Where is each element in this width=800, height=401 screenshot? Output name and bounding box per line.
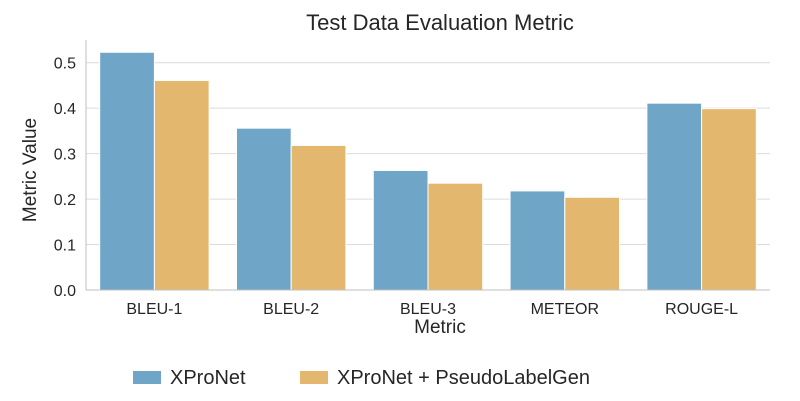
bar-rouge-l-xpronet [646, 102, 703, 291]
legend: XProNet XProNet + PseudoLabelGen [133, 367, 590, 389]
chart-title: Test Data Evaluation Metric [306, 10, 574, 35]
y-tick-label: 0.5 [54, 56, 76, 73]
bars [99, 51, 757, 291]
axes [85, 40, 770, 291]
bar-bleu-3-xpronet [372, 169, 429, 291]
x-axis-label: Metric [414, 317, 466, 338]
y-tick-label: 0.3 [54, 147, 76, 164]
y-tick-label: 0.2 [54, 192, 76, 209]
legend-label: XProNet [170, 367, 246, 389]
x-tick-label: BLEU-3 [400, 301, 456, 318]
y-axis-label: Metric Value [20, 118, 41, 222]
bar-bleu-1-xpronet [99, 51, 155, 291]
legend-swatch [300, 371, 328, 384]
y-tick-label: 0.0 [54, 283, 76, 300]
legend-label: XProNet + PseudoLabelGen [337, 367, 590, 389]
y-tick-label: 0.1 [54, 238, 76, 255]
bar-bleu-2-xpronet-pseudolabelgen [290, 144, 347, 291]
bar-bleu-2-xpronet [235, 127, 292, 291]
x-tick-label: METEOR [531, 301, 599, 318]
bar-bleu-1-xpronet-pseudolabelgen [153, 79, 210, 291]
y-tick-labels: 0.0 0.1 0.2 0.3 0.4 0.5 [54, 56, 76, 300]
x-tick-label: ROUGE-L [665, 301, 738, 318]
bar-rouge-l-xpronet-pseudolabelgen [701, 108, 757, 291]
bar-bleu-3-xpronet-pseudolabelgen [427, 182, 484, 291]
y-tick-label: 0.4 [54, 101, 76, 118]
x-tick-labels: BLEU-1 BLEU-2 BLEU-3 METEOR ROUGE-L [126, 301, 738, 318]
x-tick-label: BLEU-1 [126, 301, 182, 318]
bar-meteor-xpronet [509, 190, 566, 291]
bar-meteor-xpronet-pseudolabelgen [564, 196, 621, 291]
legend-swatch [133, 371, 161, 384]
x-tick-label: BLEU-2 [263, 301, 319, 318]
